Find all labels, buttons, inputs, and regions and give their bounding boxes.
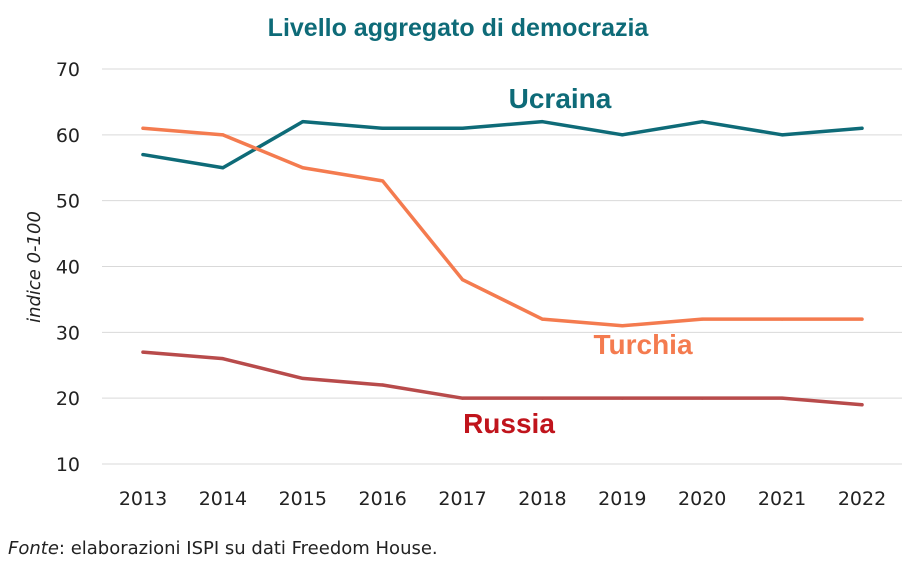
data-point-turchia (381, 179, 385, 183)
chart-title: Livello aggregato di democrazia (268, 14, 650, 42)
data-point-russia (141, 350, 145, 354)
data-point-turchia (221, 133, 225, 137)
data-point-ucraina (700, 120, 704, 124)
series-label-ucraina: Ucraina (509, 83, 612, 114)
series-label-russia: Russia (463, 408, 555, 439)
grid (102, 68, 902, 465)
y-axis-ticks: 10 20 30 40 50 60 70 (56, 59, 80, 476)
data-point-russia (780, 396, 784, 400)
source-text: : elaborazioni ISPI su dati Freedom Hous… (58, 538, 438, 559)
y-tick-label: 40 (56, 257, 80, 279)
source-note: Fonte: elaborazioni ISPI su dati Freedom… (8, 538, 438, 559)
data-point-ucraina (620, 133, 624, 137)
series-label-turchia: Turchia (593, 329, 692, 360)
x-tick-label: 2022 (838, 488, 886, 510)
data-point-ucraina (780, 133, 784, 137)
data-point-ucraina (860, 126, 864, 130)
x-tick-label: 2016 (358, 488, 406, 510)
x-tick-label: 2020 (678, 488, 726, 510)
x-axis-ticks: 2013 2014 2015 2016 2017 2018 2019 2020 2021 2022 (119, 488, 886, 510)
data-point-russia (540, 396, 545, 400)
data-point-russia (700, 396, 704, 400)
x-tick-label: 2013 (119, 488, 167, 510)
data-point-turchia (540, 317, 545, 321)
data-point-russia (460, 396, 465, 400)
x-tick-label: 2014 (199, 488, 247, 510)
x-tick-label: 2019 (598, 488, 646, 510)
series-labels: Ucraina Turchia Russia (463, 83, 693, 439)
data-point-russia (381, 383, 385, 387)
data-point-ucraina (381, 126, 385, 130)
source-prefix: Fonte (8, 538, 59, 559)
y-tick-label: 50 (56, 191, 80, 213)
data-point-russia (221, 357, 225, 361)
data-point-ucraina (301, 120, 305, 124)
data-point-russia (860, 403, 864, 407)
line-chart: Livello aggregato di democrazia indice 0… (24, 14, 902, 510)
y-tick-label: 10 (56, 454, 80, 476)
data-point-ucraina (141, 152, 145, 157)
data-point-turchia (860, 317, 864, 321)
data-point-turchia (780, 317, 784, 321)
data-point-turchia (141, 126, 145, 130)
data-point-ucraina (460, 126, 465, 130)
y-tick-label: 20 (56, 388, 80, 410)
data-point-turchia (700, 317, 704, 321)
y-tick-label: 70 (56, 59, 80, 81)
x-tick-label: 2017 (438, 488, 486, 510)
y-axis-label: indice 0-100 (24, 211, 45, 323)
y-tick-label: 30 (56, 322, 80, 344)
series-line-turchia (141, 126, 864, 328)
x-tick-label: 2018 (518, 488, 566, 510)
x-tick-label: 2015 (279, 488, 327, 510)
data-point-russia (301, 376, 305, 381)
series-line-russia (141, 350, 864, 407)
y-tick-label: 60 (56, 125, 80, 147)
data-point-turchia (301, 166, 305, 170)
data-point-turchia (620, 324, 624, 328)
data-point-ucraina (221, 166, 225, 170)
x-tick-label: 2021 (758, 488, 806, 510)
series-line-ucraina (141, 119, 864, 170)
series-lines (141, 119, 864, 407)
data-point-russia (620, 396, 624, 400)
data-point-turchia (460, 278, 465, 282)
data-point-ucraina (540, 120, 545, 124)
